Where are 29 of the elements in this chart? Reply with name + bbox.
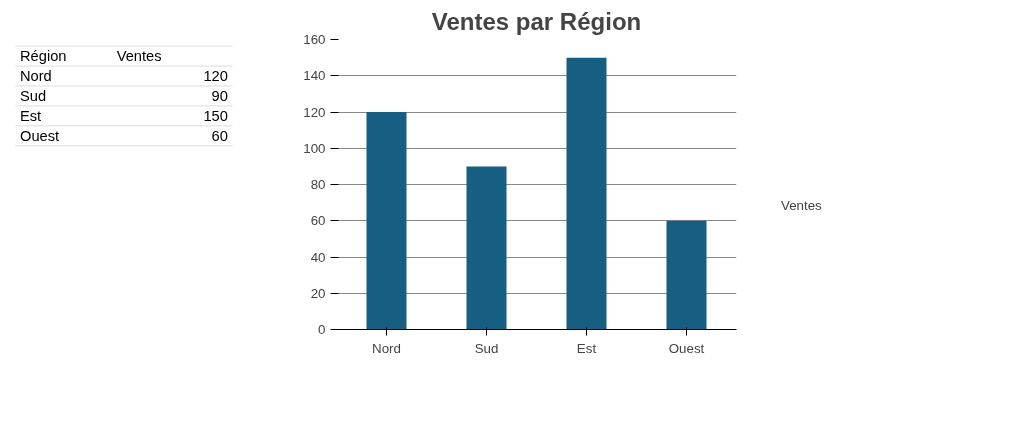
text: Est — [20, 107, 42, 124]
bar — [366, 112, 407, 330]
y-tick-label: 80 — [310, 177, 326, 192]
text: 60 — [211, 127, 228, 144]
bar — [466, 166, 507, 330]
text: 150 — [203, 107, 228, 124]
bar — [566, 57, 607, 330]
text: Ventes — [116, 48, 162, 65]
y-tick-label: 40 — [310, 249, 326, 265]
x-tick-label: Est — [576, 340, 597, 356]
text: 90 — [211, 87, 228, 104]
y-tick-label: 20 — [310, 285, 326, 301]
text: Nord — [20, 68, 52, 85]
x-tick-label: Nord — [372, 340, 401, 356]
x-tick-label: Ouest — [668, 340, 705, 356]
y-tick-label: 60 — [310, 213, 326, 229]
y-tick-label: 160 — [303, 32, 326, 47]
x-tick-label: Sud — [474, 340, 499, 356]
text: Ventes — [781, 197, 822, 213]
y-tick-label: 100 — [303, 140, 326, 156]
text: Région — [20, 48, 67, 65]
bar — [666, 220, 707, 330]
y-tick-label: 140 — [303, 68, 326, 84]
text: Ouest — [20, 127, 60, 144]
y-tick-label: 0 — [318, 322, 326, 337]
y-tick-label: 120 — [303, 104, 326, 120]
chart-title: Ventes par Région — [431, 7, 642, 35]
text: 120 — [203, 68, 228, 85]
text: Sud — [20, 87, 47, 104]
